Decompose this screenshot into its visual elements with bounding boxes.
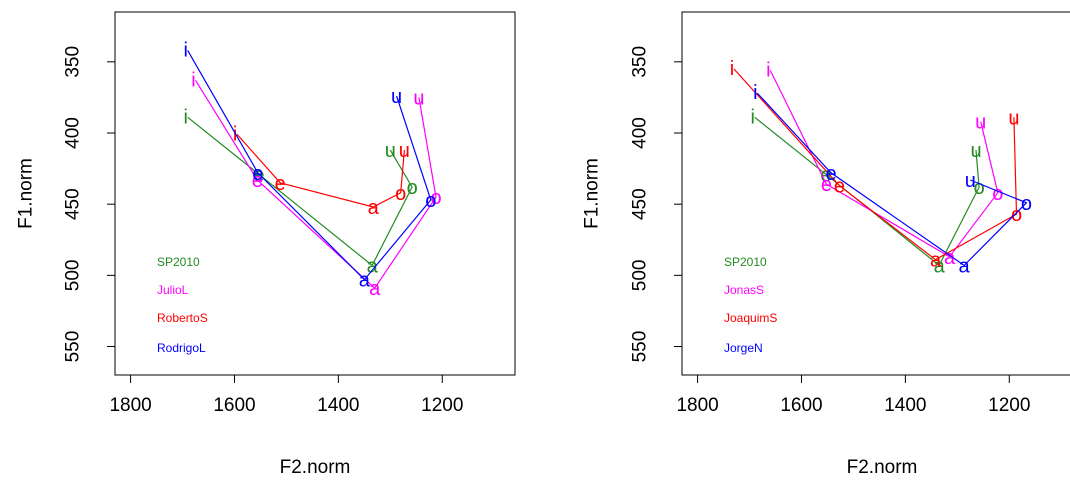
- legend-entry: RodrigoL: [157, 341, 206, 355]
- legend-entry: JoaquimS: [724, 311, 777, 325]
- vowel-label-i: i: [191, 69, 195, 91]
- chart-panel-1: 1800 1600 1400 1200 350 400 450 500 550 F2.norm F1…: [16, 11, 516, 478]
- vowel-label-a: a: [368, 197, 380, 219]
- vowel-label-u: u: [970, 140, 981, 162]
- legend-entry: JonasS: [724, 283, 764, 297]
- x-axis-label: F2.norm: [847, 457, 918, 478]
- vowel-label-u: u: [1008, 107, 1019, 129]
- vowel-label-a: a: [369, 278, 381, 300]
- vowel-label-i: i: [751, 106, 755, 128]
- chart-panel-2: 1800 1600 1400 1200 350 400 450 500 550 F2.norm F1…: [582, 11, 1070, 478]
- legend-entry: JorgeN: [724, 341, 763, 355]
- vowel-label-u: u: [413, 87, 424, 109]
- vowel-label-u: u: [385, 140, 396, 162]
- vowel-label-u: u: [965, 170, 976, 192]
- x-tick-label: 1800: [676, 395, 718, 416]
- x-axis-label: F2.norm: [280, 457, 351, 478]
- vowel-label-e: e: [252, 170, 263, 192]
- x-tick-label: 1200: [421, 395, 463, 416]
- x-tick-label: 1600: [780, 395, 822, 416]
- y-tick-label: 550: [63, 331, 84, 363]
- series-line-RobertoS: [236, 134, 405, 208]
- vowel-label-a: a: [944, 247, 956, 269]
- y-tick-label: 400: [630, 117, 651, 149]
- x-tick-label: 1800: [109, 395, 151, 416]
- vowel-label-o: o: [425, 190, 436, 212]
- vowel-label-a: a: [367, 255, 379, 277]
- vowel-label-o: o: [430, 187, 441, 209]
- y-axis-label: F1.norm: [16, 158, 37, 229]
- vowel-label-i: i: [730, 58, 734, 80]
- vowel-label-a: a: [934, 255, 946, 277]
- series-line-SP2010: [187, 116, 413, 267]
- series-line-JonasS: [769, 70, 999, 258]
- x-tick-label: 1600: [213, 395, 255, 416]
- legend-entry: JulioL: [157, 283, 189, 297]
- vowel-label-o: o: [407, 177, 418, 199]
- vowel-label-o: o: [1011, 204, 1022, 226]
- vowel-label-a: a: [359, 270, 371, 292]
- vowel-label-e: e: [275, 173, 286, 195]
- vowel-label-e: e: [820, 164, 831, 186]
- vowel-label-a: a: [959, 255, 971, 277]
- vowel-label-e: e: [252, 163, 263, 185]
- y-tick-label: 350: [63, 46, 84, 78]
- series-line-RodrigoL: [187, 50, 432, 281]
- legend-entry: RobertoS: [157, 311, 208, 325]
- vowel-label-u: u: [975, 112, 986, 134]
- series-line-JulioL: [194, 79, 437, 290]
- vowel-label-e: e: [826, 163, 837, 185]
- x-tick-label: 1200: [988, 395, 1030, 416]
- legend-entry: SP2010: [724, 255, 767, 269]
- vowel-label-i: i: [233, 123, 237, 145]
- vowel-label-u: u: [391, 86, 402, 108]
- vowel-label-o: o: [974, 177, 985, 199]
- vowel-label-o: o: [992, 183, 1003, 205]
- series-line-JorgeN: [756, 92, 1028, 267]
- y-tick-label: 350: [630, 46, 651, 78]
- vowel-label-i: i: [184, 106, 188, 128]
- plot-frame: [681, 11, 1070, 376]
- vowel-label-u: u: [399, 140, 410, 162]
- y-tick-label: 400: [63, 117, 84, 149]
- y-tick-label: 500: [630, 260, 651, 292]
- x-tick-label: 1400: [884, 395, 926, 416]
- series-line-JoaquimS: [733, 68, 1018, 261]
- x-tick-label: 1400: [317, 395, 359, 416]
- vowel-label-i: i: [766, 59, 770, 81]
- vowel-label-e: e: [834, 176, 845, 198]
- y-tick-label: 450: [63, 188, 84, 220]
- vowel-label-o: o: [395, 183, 406, 205]
- vowel-label-i: i: [184, 39, 188, 61]
- vowel-label-e: e: [253, 164, 264, 186]
- y-tick-label: 550: [630, 331, 651, 363]
- vowel-label-a: a: [930, 250, 942, 272]
- vowel-label-o: o: [1021, 193, 1032, 215]
- series-line-SP2010: [754, 116, 980, 267]
- vowel-label-i: i: [753, 82, 757, 104]
- vowel-label-e: e: [821, 174, 832, 196]
- plot-frame: [114, 11, 516, 376]
- legend-entry: SP2010: [157, 255, 200, 269]
- y-axis-label: F1.norm: [582, 158, 603, 229]
- y-tick-label: 450: [630, 188, 651, 220]
- y-tick-label: 500: [63, 260, 84, 292]
